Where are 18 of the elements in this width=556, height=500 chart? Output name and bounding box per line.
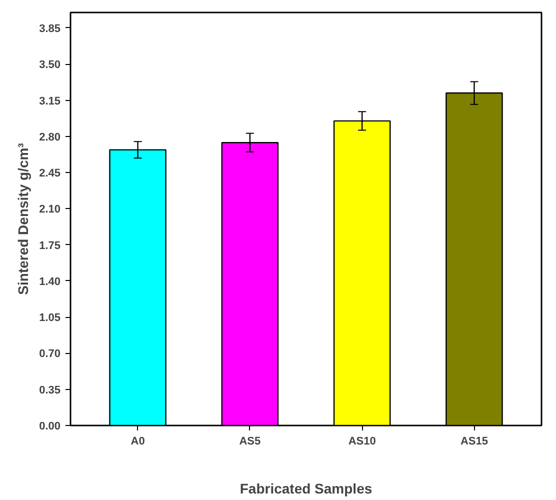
y-tick-label: 0.70	[39, 348, 61, 360]
y-tick-label: 2.80	[39, 131, 61, 144]
x-axis-title: Fabricated Samples	[240, 480, 372, 496]
y-tick-label: 0.00	[39, 420, 61, 432]
x-tick-label: AS15	[460, 436, 488, 448]
y-tick-label: 1.05	[39, 312, 61, 324]
y-tick-label: 1.75	[39, 240, 61, 252]
y-tick-label: 1.40	[39, 276, 61, 288]
y-tick-label: 3.50	[39, 59, 61, 72]
y-tick-label: 2.10	[39, 204, 61, 216]
y-tick-label: 2.45	[39, 168, 61, 180]
y-axis-title: Sintered Density g/cm³	[15, 142, 32, 295]
y-tick-label: 3.85	[39, 22, 61, 35]
y-tick-label: 3.15	[39, 95, 61, 108]
y-tick-label: 0.35	[39, 384, 61, 396]
x-tick-label: AS5	[239, 436, 261, 448]
x-tick-label: A0	[130, 436, 145, 448]
x-tick-label: AS10	[348, 436, 376, 448]
